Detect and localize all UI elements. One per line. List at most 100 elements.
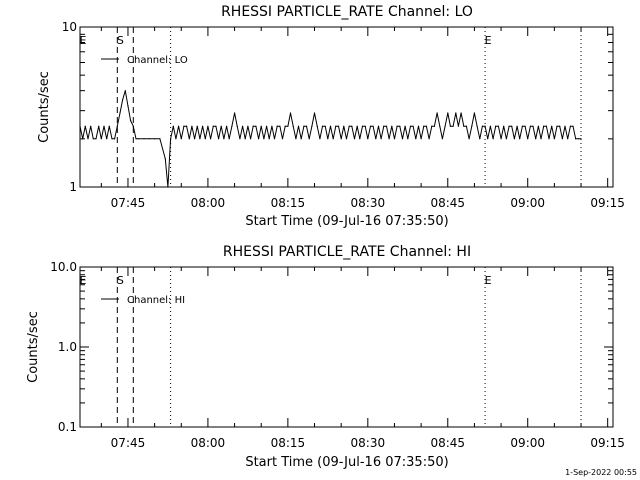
data-point-0-52 xyxy=(231,125,233,127)
data-point-0-113 xyxy=(393,138,396,140)
data-point-0-157 xyxy=(511,125,513,127)
data-point-0-40 xyxy=(199,138,201,140)
legend-label-hi: Channel: HI xyxy=(127,295,185,306)
data-point-0-44 xyxy=(210,138,212,140)
data-point-0-130 xyxy=(439,125,441,127)
data-point-0-114 xyxy=(396,125,398,127)
data-point-0-2 xyxy=(84,125,86,127)
data-point-0-87 xyxy=(324,125,326,127)
data-point-0-74 xyxy=(289,112,292,114)
data-point-0-73 xyxy=(287,125,289,127)
data-point-0-149 xyxy=(489,125,491,127)
data-point-0-30 xyxy=(172,125,174,127)
data-point-0-82 xyxy=(311,125,313,127)
data-point-0-62 xyxy=(258,138,260,140)
data-point-0-164 xyxy=(529,125,532,127)
data-point-0-67 xyxy=(271,125,273,127)
data-point-0-93 xyxy=(340,138,342,140)
data-point-0-143 xyxy=(473,112,475,114)
data-point-0-135 xyxy=(452,125,454,127)
data-point-0-101 xyxy=(361,125,364,127)
data-point-0-108 xyxy=(380,138,382,140)
data-point-0-131 xyxy=(441,138,443,140)
data-point-0-112 xyxy=(391,125,393,127)
data-point-0-180 xyxy=(572,125,574,127)
data-point-0-171 xyxy=(548,138,550,140)
data-point-0-78 xyxy=(300,138,302,140)
data-point-0-58 xyxy=(247,125,249,127)
x-tick-label-1-2: 08:15 xyxy=(271,436,306,450)
data-point-0-14 xyxy=(116,125,118,127)
data-point-0-129 xyxy=(436,112,438,114)
data-point-0-63 xyxy=(260,125,262,127)
x-tick-label-0-2: 08:15 xyxy=(271,196,306,210)
x-tick-label-0-1: 08:00 xyxy=(191,196,226,210)
data-point-0-4 xyxy=(90,125,92,127)
data-point-0-140 xyxy=(465,125,467,127)
data-point-0-10 xyxy=(106,138,108,140)
data-point-0-118 xyxy=(407,138,409,140)
data-point-0-142 xyxy=(471,125,473,127)
data-point-0-66 xyxy=(268,138,270,140)
data-point-0-29 xyxy=(170,138,172,140)
x-tick-label-1-5: 09:00 xyxy=(510,436,545,450)
data-point-0-38 xyxy=(194,138,196,140)
plot-frame-lo xyxy=(79,26,614,188)
data-point-0-94 xyxy=(343,125,345,127)
data-point-0-132 xyxy=(444,125,446,127)
data-point-0-28 xyxy=(167,186,169,188)
data-point-0-126 xyxy=(428,138,430,140)
data-point-0-99 xyxy=(356,125,358,127)
data-point-0-19 xyxy=(130,120,132,122)
panel-hi-channel: RHESSI PARTICLE_RATE Channel: HI Counts/… xyxy=(26,244,625,470)
data-point-0-23 xyxy=(143,138,145,140)
data-point-0-39 xyxy=(196,125,198,127)
x-axis-label-hi: Start Time (09-Jul-16 07:35:50) xyxy=(245,455,448,470)
data-point-0-156 xyxy=(508,125,510,127)
x-tick-label-1-3: 08:30 xyxy=(351,436,386,450)
data-point-0-182 xyxy=(577,138,580,140)
y-tick-label-1-0: 0.1 xyxy=(58,420,77,434)
data-point-0-71 xyxy=(281,138,284,140)
data-point-0-1 xyxy=(82,138,84,140)
data-point-0-136 xyxy=(455,112,457,114)
data-point-0-6 xyxy=(95,138,97,140)
data-point-0-179 xyxy=(569,125,572,127)
data-point-0-161 xyxy=(521,125,524,127)
data-point-0-176 xyxy=(561,138,564,140)
data-point-0-32 xyxy=(178,125,180,127)
data-point-0-154 xyxy=(503,125,505,127)
data-point-0-167 xyxy=(537,125,540,127)
data-point-0-26 xyxy=(159,138,161,140)
data-point-0-152 xyxy=(497,125,499,127)
x-ticks-hi: 07:45 08:00 08:15 08:30 08:45 09:00 09:15 xyxy=(100,267,625,450)
data-point-0-144 xyxy=(476,125,478,127)
data-point-0-117 xyxy=(404,125,406,127)
flag-marker-label-1-4: E xyxy=(485,274,492,287)
data-point-0-158 xyxy=(513,138,516,140)
data-point-0-35 xyxy=(186,125,188,127)
y-tick-label-0-1: 10 xyxy=(62,20,77,34)
legend-lo: Channel: LO xyxy=(101,55,188,66)
data-point-0-22 xyxy=(138,138,140,140)
data-point-0-55 xyxy=(239,138,241,140)
footer-timestamp: 1-Sep-2022 00:55 xyxy=(565,468,637,477)
data-point-0-42 xyxy=(204,138,206,140)
data-point-0-64 xyxy=(263,138,265,140)
data-point-0-12 xyxy=(111,138,113,140)
flag-marker-label-0-1: S xyxy=(117,34,124,47)
data-point-0-105 xyxy=(372,125,374,127)
y-tick-label-1-2: 10.0 xyxy=(50,260,77,274)
data-point-0-115 xyxy=(399,125,401,127)
data-point-0-56 xyxy=(242,125,244,127)
data-point-0-103 xyxy=(367,138,369,140)
data-point-0-138 xyxy=(460,112,462,114)
data-point-0-80 xyxy=(305,125,308,127)
plot-frame-hi xyxy=(79,266,614,428)
data-point-0-21 xyxy=(135,138,137,140)
data-point-0-11 xyxy=(108,125,110,127)
data-point-0-83 xyxy=(313,112,316,114)
